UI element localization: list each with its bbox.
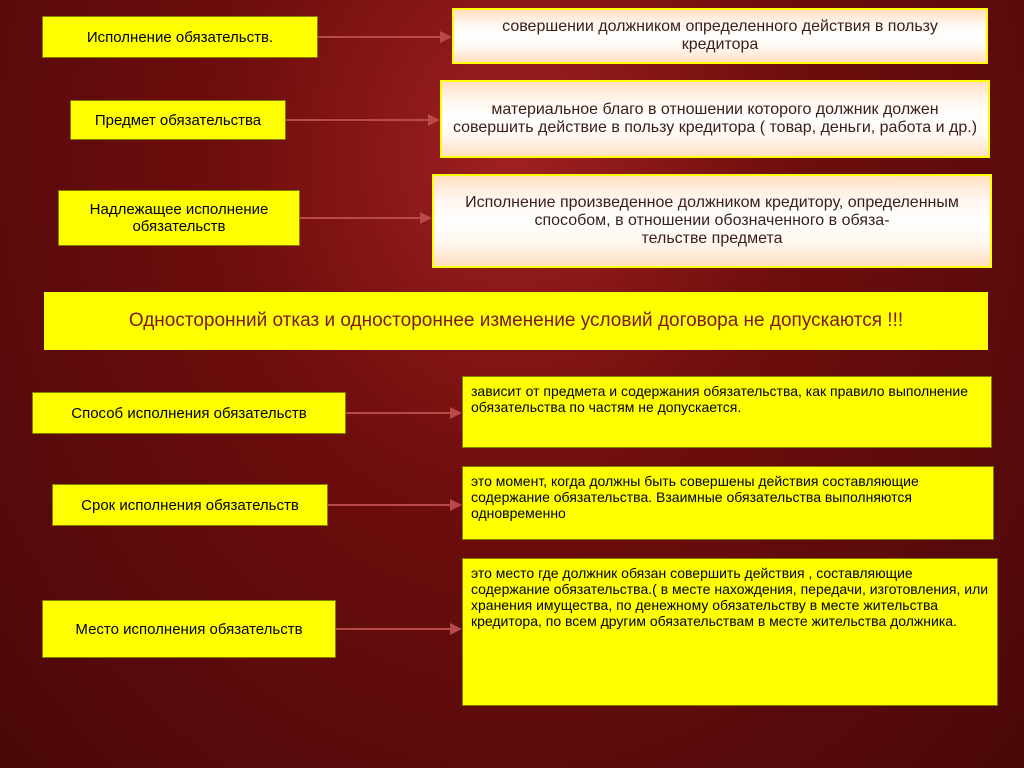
top-left-box-1: Предмет обязательства	[70, 100, 286, 140]
top-arrow-2	[298, 208, 434, 228]
bottom-right-box-0: зависит от предмета и содержания обязате…	[462, 376, 992, 448]
top-left-box-2: Надлежащее исполнение обязательств	[58, 190, 300, 246]
bottom-arrow-0	[344, 403, 464, 423]
bottom-right-box-1: это момент, когда должны быть совершены …	[462, 466, 994, 540]
banner-warning: Односторонний отказ и одностороннее изме…	[44, 292, 988, 350]
top-arrow-0	[316, 27, 454, 47]
top-left-box-0: Исполнение обязательств.	[42, 16, 318, 58]
top-arrow-1	[284, 110, 442, 130]
bottom-right-box-2: это место где должник обязан совершить д…	[462, 558, 998, 706]
bottom-left-box-2: Место исполнения обязательств	[42, 600, 336, 658]
bottom-left-box-1: Срок исполнения обязательств	[52, 484, 328, 526]
bottom-arrow-1	[326, 495, 464, 515]
bottom-left-box-0: Способ исполнения обязательств	[32, 392, 346, 434]
top-right-box-2: Исполнение произведенное должником креди…	[432, 174, 992, 268]
top-right-box-0: совершении должником определенного дейст…	[452, 8, 988, 64]
bottom-arrow-2	[334, 619, 464, 639]
top-right-box-1: материальное благо в отношении которого …	[440, 80, 990, 158]
